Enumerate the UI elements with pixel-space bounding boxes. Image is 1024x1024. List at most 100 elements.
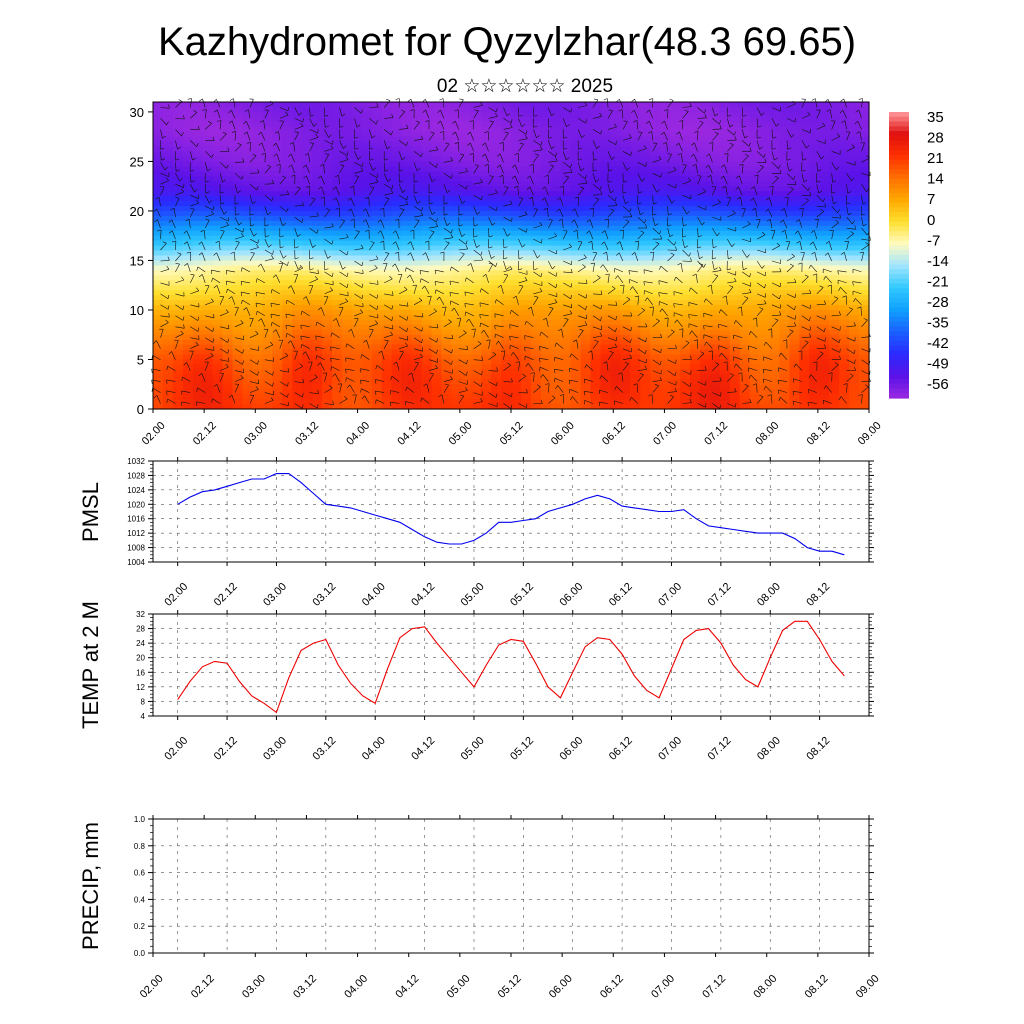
heatmap-cell xyxy=(849,404,860,410)
heatmap-cell xyxy=(660,235,671,242)
heatmap-cell xyxy=(242,379,254,385)
wind-barb-flag xyxy=(240,374,244,379)
heatmap-cell xyxy=(192,111,204,118)
heatmap-cell xyxy=(630,324,641,331)
heatmap-cell xyxy=(789,161,800,167)
wind-barb-flag xyxy=(269,341,274,346)
heatmap-cell xyxy=(709,196,721,202)
heatmap-cell xyxy=(391,176,403,182)
heatmap-cell xyxy=(312,191,323,197)
heatmap-cell xyxy=(650,196,661,202)
heatmap-cell xyxy=(620,230,631,237)
heatmap-cell xyxy=(351,240,363,247)
heatmap-cell xyxy=(739,255,751,262)
heatmap-cell xyxy=(461,171,472,177)
wind-barb xyxy=(248,109,251,119)
heatmap-cell xyxy=(719,136,731,143)
heatmap-cell xyxy=(550,270,562,276)
heatmap-cell xyxy=(600,245,612,252)
heatmap-cell xyxy=(859,161,870,167)
heatmap-cell xyxy=(262,265,273,271)
heatmap-cell xyxy=(511,280,522,286)
heatmap-cell xyxy=(610,255,621,262)
heatmap-cell xyxy=(411,290,423,296)
heatmap-cell xyxy=(650,379,661,385)
heatmap-cell xyxy=(491,220,502,227)
heatmap-cell xyxy=(172,354,184,361)
heatmap-cell xyxy=(660,196,671,202)
heatmap-cell xyxy=(252,131,263,138)
heatmap-cell xyxy=(501,324,512,331)
heatmap-cell xyxy=(272,126,283,133)
heatmap-cell xyxy=(322,384,333,390)
wind-barb xyxy=(234,337,244,340)
wind-barb-flag xyxy=(211,277,213,282)
heatmap-cell xyxy=(580,344,592,351)
heatmap-cell xyxy=(322,349,333,356)
heatmap-cell xyxy=(709,309,721,316)
wind-barb xyxy=(279,355,289,360)
heatmap-cell xyxy=(172,121,184,128)
heatmap-cell xyxy=(660,290,671,296)
heatmap-cell xyxy=(650,374,661,380)
wind-barb-flag xyxy=(225,309,229,313)
heatmap-cell xyxy=(809,126,820,133)
heatmap-cell xyxy=(550,295,562,301)
heatmap-cell xyxy=(560,102,572,108)
heatmap-cell xyxy=(351,399,363,405)
heatmap-cell xyxy=(769,404,781,410)
heatmap-cell xyxy=(749,260,761,266)
heatmap-cell xyxy=(690,324,701,331)
heatmap-cell xyxy=(471,305,482,311)
heatmap-cell xyxy=(580,235,592,242)
heatmap-cell xyxy=(789,131,800,138)
heatmap-cell xyxy=(192,250,204,257)
heatmap-cell xyxy=(361,265,373,271)
heatmap-cell xyxy=(361,126,373,133)
heatmap-cell xyxy=(501,305,512,311)
wind-barb-flag xyxy=(211,398,213,403)
heatmap-cell xyxy=(620,349,631,356)
heatmap-cell xyxy=(739,300,751,306)
heatmap-cell xyxy=(759,270,771,276)
heatmap-cell xyxy=(192,240,204,247)
heatmap-cell xyxy=(242,305,254,311)
heatmap-cell xyxy=(839,305,850,311)
heatmap-cell xyxy=(849,121,860,128)
wind-barb xyxy=(264,183,274,185)
wind-barb-flag xyxy=(228,394,233,398)
heatmap-cell xyxy=(341,359,353,366)
heatmap-cell xyxy=(292,334,303,341)
heatmap-cell xyxy=(680,196,691,202)
heatmap-cell xyxy=(451,240,462,247)
heatmap-cell xyxy=(799,196,810,202)
heatmap-cell xyxy=(560,151,572,158)
heatmap-cell xyxy=(501,176,512,182)
heatmap-cell xyxy=(401,131,413,138)
heatmap-cell xyxy=(729,156,741,163)
heatmap-cell xyxy=(292,191,303,197)
heatmap-cell xyxy=(242,364,254,370)
heatmap-cell xyxy=(560,191,572,197)
heatmap-cell xyxy=(262,404,273,410)
heatmap-cell xyxy=(252,344,263,351)
heatmap-cell xyxy=(580,151,592,158)
heatmap-cell xyxy=(272,305,283,311)
heatmap-cell xyxy=(232,136,244,143)
heatmap-cell xyxy=(332,210,343,217)
wind-barb-flag xyxy=(181,401,183,406)
heatmap-cell xyxy=(501,136,512,143)
heatmap-cell xyxy=(590,265,602,271)
heatmap-cell xyxy=(729,270,741,276)
heatmap-cell xyxy=(451,399,462,405)
heatmap-cell xyxy=(351,111,363,118)
heatmap-cell xyxy=(590,349,602,356)
heatmap-cell xyxy=(292,305,303,311)
heatmap-cell xyxy=(491,151,502,158)
heatmap-cell xyxy=(769,141,781,148)
heatmap-cell xyxy=(530,265,542,271)
heatmap-cell xyxy=(729,171,741,177)
heatmap-cell xyxy=(322,161,333,167)
heatmap-cell xyxy=(600,191,612,197)
heatmap-cell xyxy=(759,369,771,375)
